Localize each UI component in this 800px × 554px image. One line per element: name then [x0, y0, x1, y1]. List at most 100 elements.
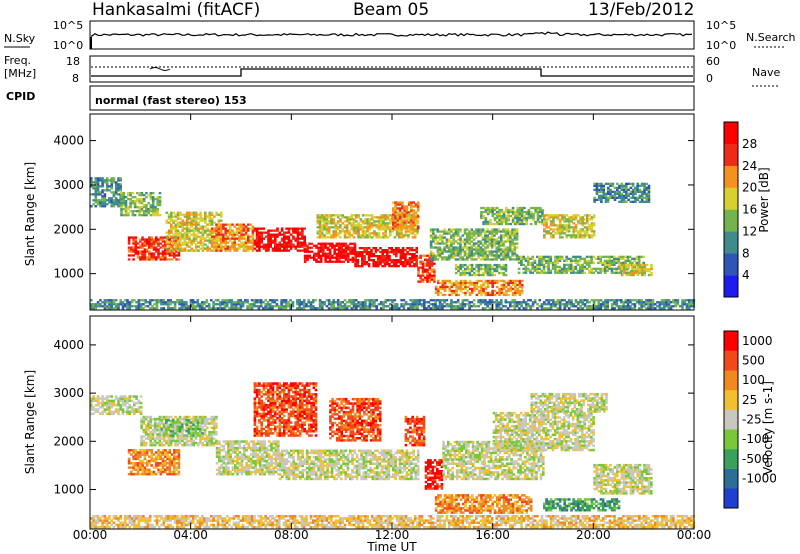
power-region — [593, 182, 651, 203]
power-cell — [355, 307, 358, 310]
power-cell — [424, 268, 427, 271]
power-cell — [341, 216, 344, 219]
power-cell — [561, 214, 564, 217]
power-cell — [368, 220, 372, 223]
power-cell — [251, 245, 255, 248]
power-cell — [332, 301, 335, 304]
power-cell — [552, 224, 555, 227]
power-cell — [482, 273, 485, 277]
power-cell — [289, 307, 292, 310]
power-cell — [459, 240, 462, 243]
power-cell — [179, 213, 182, 216]
power-cell — [441, 252, 444, 255]
power-cell — [238, 223, 241, 226]
power-cell — [379, 214, 383, 217]
power-cell — [322, 246, 325, 249]
power-cell — [463, 303, 467, 306]
power-cell — [498, 287, 501, 291]
power-cell — [398, 232, 401, 235]
power-cell — [669, 307, 673, 310]
power-cell — [579, 255, 582, 258]
power-cell — [99, 177, 102, 180]
power-cell — [303, 248, 307, 251]
power-cell — [416, 299, 419, 302]
power-cell — [185, 307, 188, 310]
power-cell — [558, 218, 562, 221]
power-cell — [631, 196, 635, 199]
power-cell — [416, 307, 419, 310]
power-cell — [402, 307, 406, 310]
power-cell — [475, 273, 478, 277]
power-cell — [570, 301, 573, 304]
power-cell — [291, 303, 295, 306]
power-cell — [147, 202, 150, 205]
power-cell — [401, 247, 405, 250]
power-cell — [401, 257, 405, 260]
power-cell — [167, 215, 171, 218]
power-cell — [374, 251, 378, 254]
power-cell — [481, 258, 485, 261]
power-cell — [416, 215, 420, 218]
power-cell — [365, 247, 369, 250]
power-cell — [635, 257, 639, 260]
power-cell — [127, 192, 130, 195]
power-cell — [155, 303, 159, 306]
power-cell — [462, 291, 465, 295]
power-cell — [452, 281, 456, 285]
power-cell — [377, 218, 381, 221]
power-cell — [515, 238, 519, 241]
power-cell — [672, 305, 675, 308]
power-cell — [344, 242, 348, 245]
power-cell — [198, 303, 202, 306]
power-cell — [314, 307, 317, 310]
power-cell — [470, 254, 474, 257]
power-cell — [352, 301, 356, 304]
power-cell — [120, 212, 123, 215]
power-cell — [490, 228, 494, 231]
power-cell — [638, 200, 642, 203]
power-cell — [267, 233, 270, 236]
power-cell — [173, 252, 176, 255]
power-cell — [285, 245, 288, 248]
power-cell — [674, 301, 677, 304]
power-cell — [448, 289, 451, 293]
power-cell — [352, 218, 356, 221]
power-cell — [114, 305, 118, 308]
power-cell — [518, 303, 521, 306]
power-cell — [368, 232, 372, 235]
power-cell — [223, 299, 227, 302]
power-cell — [280, 301, 283, 304]
power-cell — [445, 258, 449, 261]
power-cell — [349, 258, 352, 261]
power-cell — [454, 234, 458, 237]
power-cell — [224, 249, 227, 252]
power-cell — [384, 236, 387, 239]
power-cell — [511, 218, 515, 222]
power-cell — [456, 242, 460, 245]
power-cell — [475, 287, 479, 291]
power-cell — [604, 299, 607, 302]
power-cell — [572, 255, 575, 258]
power-cell — [250, 299, 254, 302]
power-cell — [247, 223, 250, 226]
power-cell — [419, 278, 422, 281]
power-cell — [583, 265, 587, 268]
power-cell — [315, 260, 318, 263]
power-cell — [595, 190, 599, 193]
power-cell — [597, 255, 600, 258]
power-cell — [606, 186, 610, 189]
power-cell — [404, 253, 407, 256]
power-cell — [436, 258, 440, 261]
power-cell — [260, 241, 263, 244]
power-cell — [285, 231, 288, 234]
power-cell — [597, 190, 601, 193]
power-cell — [377, 228, 381, 231]
power-cell — [464, 271, 467, 275]
power-cell — [581, 236, 585, 239]
nsearch-tick-bottom: 10^0 — [706, 39, 736, 52]
power-cell — [645, 267, 649, 271]
power-cell — [486, 267, 490, 271]
power-cell — [514, 291, 517, 295]
power-cell — [631, 261, 634, 264]
power-cell — [520, 216, 524, 220]
